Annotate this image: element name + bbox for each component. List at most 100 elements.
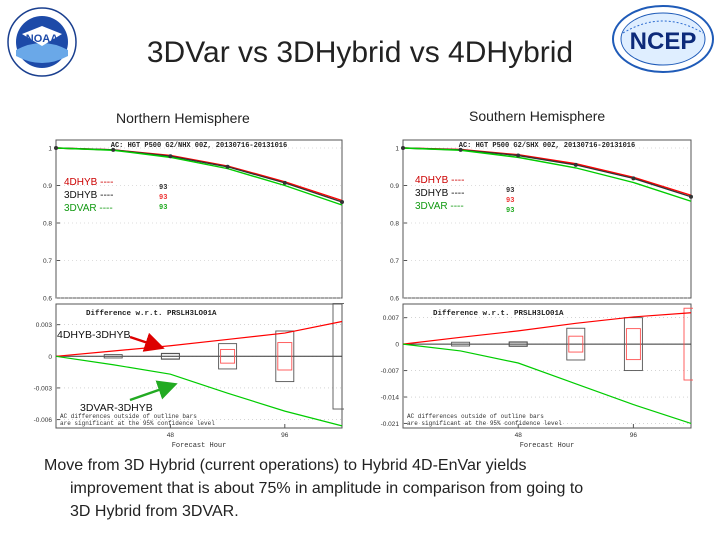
confidence-bar [160, 353, 180, 360]
bottom-y-tick-label: 0 [48, 354, 52, 361]
top-point [689, 194, 693, 199]
bottom-y-tick-label: -0.006 [34, 417, 53, 424]
sh-legend-4dhyb: 4DHYB ---- [415, 175, 465, 186]
confidence-bar [275, 330, 295, 383]
nh-label: Northern Hemisphere [116, 110, 250, 126]
ncep-logo: NCEP [609, 3, 717, 75]
bottom-y-tick-label: -0.014 [381, 395, 400, 402]
diff-note-2: are significant at the 95% confidence le… [60, 420, 215, 427]
sh-label: Southern Hemisphere [469, 108, 606, 124]
x-axis-label: Forecast Hour [520, 442, 575, 450]
diff-series-0 [55, 320, 343, 357]
nh-legend-3dhyb: 3DHYB ---- [64, 190, 114, 201]
diff-note-2: are significant at the 95% confidence le… [407, 420, 562, 427]
sh-chart: AC: HGT P500 G2/SHX 00Z, 20130716-201310… [381, 139, 693, 450]
confidence-bar [103, 354, 123, 359]
top-point [573, 162, 578, 167]
nh-score-3dhyb: 93 [159, 194, 168, 202]
top-y-tick-label: 1 [48, 146, 52, 153]
confidence-bar [683, 307, 693, 381]
bottom-plot-frame [55, 303, 343, 429]
ncep-logo-text: NCEP [630, 28, 697, 55]
diff-note-1: AC differences outside of outline bars [407, 413, 544, 420]
sh-scores: 93 93 93 [506, 186, 514, 216]
conclusion-line3: 3D Hybrid from 3DVAR. [70, 503, 239, 520]
x-tick-label: 48 [515, 432, 523, 439]
conclusion-line2: improvement that is about 75% in amplitu… [70, 480, 584, 497]
bottom-y-tick-label: -0.021 [381, 421, 400, 428]
top-chart-title: AC: HGT P500 G2/SHX 00Z, 20130716-201310… [459, 142, 635, 150]
sh-score-3dvar: 93 [506, 207, 515, 215]
top-y-tick-label: 0.8 [390, 221, 399, 228]
top-y-tick-label: 0.7 [43, 258, 52, 265]
top-y-tick-label: 0.9 [43, 183, 52, 190]
nh-chart: AC: HGT P500 G2/NHX 00Z, 20130716-201310… [34, 139, 344, 450]
diff-series-1 [402, 343, 692, 425]
top-point [225, 164, 230, 169]
nh-legend-4dhyb: 4DHYB ---- [64, 177, 114, 188]
var-diff-label: 3DVAR-3DHYB [80, 402, 153, 414]
diff-series-1 [55, 355, 343, 427]
top-y-tick-label: 0.8 [43, 221, 52, 228]
top-y-tick-label: 0.6 [390, 296, 399, 303]
top-series-3dvar [402, 147, 692, 202]
noaa-logo-text: NOAA [26, 33, 58, 45]
x-axis-label: Forecast Hour [172, 442, 227, 450]
top-point [111, 147, 116, 152]
top-y-tick-label: 0.9 [390, 183, 399, 190]
sh-legend-3dhyb: 3DHYB ---- [415, 188, 465, 199]
confidence-bar [625, 328, 641, 361]
top-point [340, 200, 344, 204]
sh-score-4dhyb: 93 [506, 187, 515, 195]
nh-score-3dvar: 93 [159, 204, 168, 212]
top-point [458, 147, 463, 152]
top-chart-title: AC: HGT P500 G2/NHX 00Z, 20130716-201310… [111, 142, 287, 150]
top-point [168, 154, 173, 159]
bottom-y-tick-label: 0 [395, 342, 399, 349]
confidence-bar [623, 317, 643, 372]
top-point [631, 176, 636, 181]
conclusion-line1: Move from 3D Hybrid (current operations)… [44, 457, 527, 474]
x-tick-label: 96 [281, 432, 289, 439]
x-tick-label: 48 [167, 432, 175, 439]
bottom-y-tick-label: -0.003 [34, 385, 53, 392]
sh-legend-3dvar: 3DVAR ---- [415, 201, 464, 212]
nh-legend-3dvar: 3DVAR ---- [64, 203, 113, 214]
top-plot-frame [55, 139, 343, 299]
nh-legend: 4DHYB ---- 3DHYB ---- 3DVAR ---- [64, 176, 113, 215]
bottom-y-tick-label: 0.007 [383, 315, 400, 322]
top-y-tick-label: 1 [395, 146, 399, 153]
confidence-bar [220, 348, 236, 364]
nh-chart-panel: AC: HGT P500 G2/NHX 00Z, 20130716-201310… [24, 128, 344, 453]
conclusion-text: Move from 3D Hybrid (current operations)… [44, 454, 704, 523]
sh-legend: 4DHYB ---- 3DHYB ---- 3DVAR ---- [415, 174, 464, 213]
confidence-bar [508, 341, 528, 347]
top-plot-frame [402, 139, 692, 299]
x-tick-label: 96 [630, 432, 638, 439]
confidence-bar [568, 335, 584, 353]
confidence-bar [218, 343, 238, 370]
confidence-bar [277, 342, 293, 371]
confidence-bar [451, 341, 471, 347]
top-y-tick-label: 0.7 [390, 258, 399, 265]
diff-chart-title: Difference w.r.t. PRSLH3LO01A [433, 310, 564, 318]
top-point [54, 146, 58, 150]
sh-chart-panel: AC: HGT P500 G2/SHX 00Z, 20130716-201310… [371, 128, 693, 453]
bottom-y-tick-label: 0.003 [36, 322, 53, 329]
hyb-diff-label: 4DHYB-3DHYB [57, 329, 131, 341]
top-point [401, 146, 405, 150]
nh-score-4dhyb: 93 [159, 184, 168, 192]
diff-chart-title: Difference w.r.t. PRSLH3LO01A [86, 310, 217, 318]
nh-scores: 93 93 93 [159, 183, 167, 213]
diff-note-1: AC differences outside of outline bars [60, 413, 197, 420]
top-series-3dvar [55, 147, 343, 206]
confidence-bar [566, 327, 586, 361]
bottom-y-tick-label: -0.007 [381, 368, 400, 375]
noaa-logo: NOAA [6, 6, 78, 78]
diff-series-0 [402, 312, 692, 345]
sh-score-3dhyb: 93 [506, 197, 515, 205]
top-y-tick-label: 0.6 [43, 296, 52, 303]
top-point [516, 153, 521, 158]
top-point [282, 180, 287, 185]
confidence-bar [332, 303, 344, 410]
